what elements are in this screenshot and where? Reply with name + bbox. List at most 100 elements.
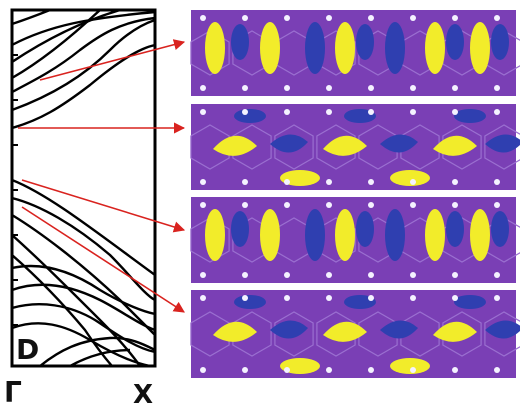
band-line [12, 43, 155, 130]
arrow-icon [39, 39, 186, 81]
orbital-slab [190, 290, 520, 378]
yellow-lobe [205, 209, 225, 261]
yellow-lobe [205, 22, 225, 74]
band-line [12, 10, 121, 63]
yellow-lobe [323, 321, 367, 342]
atom-icon [326, 15, 332, 21]
atom-icon [242, 367, 248, 373]
band-line [12, 16, 155, 94]
yellow-lobe [470, 209, 490, 261]
atom-icon [368, 15, 374, 21]
lattice-hexagon [190, 30, 230, 76]
yellow-lobe [425, 22, 445, 74]
atom-icon [368, 295, 374, 301]
yellow-lobe [213, 135, 257, 156]
band-line [12, 283, 155, 332]
atom-icon [368, 109, 374, 115]
blue-lobe [356, 211, 374, 247]
atom-icon [410, 15, 416, 21]
atom-icon [452, 272, 458, 278]
band-line [12, 264, 155, 316]
atom-icon [410, 295, 416, 301]
yellow-lobe [260, 22, 280, 74]
blue-lobe [380, 134, 418, 153]
yellow-lobe [433, 321, 477, 342]
blue-lobe [485, 134, 520, 153]
atom-icon [410, 367, 416, 373]
band-lines [12, 10, 155, 366]
yellow-lobe [425, 209, 445, 261]
atom-icon [242, 85, 248, 91]
atom-icon [284, 109, 290, 115]
atom-icon [200, 179, 206, 185]
blue-lobe [446, 24, 464, 60]
atom-icon [494, 367, 500, 373]
atom-icon [242, 179, 248, 185]
yellow-lobe [335, 22, 355, 74]
blue-lobe [270, 134, 308, 153]
atom-icon [452, 109, 458, 115]
blue-lobe [491, 211, 509, 247]
lattice-hexagon [316, 311, 356, 357]
atom-icon [494, 295, 500, 301]
band-line [12, 254, 113, 366]
blue-lobe [231, 24, 249, 60]
blue-lobe [356, 24, 374, 60]
atom-icon [452, 85, 458, 91]
orbital-panels [190, 10, 520, 378]
atom-icon [494, 15, 500, 21]
band-line [12, 303, 155, 354]
yellow-lobe [213, 321, 257, 342]
band-line [12, 178, 155, 276]
band-line [12, 10, 101, 80]
atom-icon [200, 272, 206, 278]
band-line [12, 10, 51, 26]
yellow-lobe [390, 358, 430, 374]
atom-icon [494, 272, 500, 278]
atom-icon [284, 202, 290, 208]
lattice-hexagon [190, 217, 230, 263]
lattice-hexagon [316, 124, 356, 170]
orbital-slab [190, 10, 520, 96]
atom-icon [368, 272, 374, 278]
band-line [39, 336, 155, 366]
blue-lobe [446, 211, 464, 247]
atom-icon [452, 15, 458, 21]
yellow-lobe [470, 22, 490, 74]
blue-lobe [231, 211, 249, 247]
lattice-hexagon [190, 124, 230, 170]
blue-lobe [234, 109, 266, 123]
atom-icon [410, 202, 416, 208]
panel-label: D [16, 333, 40, 366]
lattice-hexagon [484, 311, 520, 357]
atom-icon [452, 367, 458, 373]
atom-icon [326, 109, 332, 115]
atom-icon [242, 202, 248, 208]
atom-icon [200, 15, 206, 21]
blue-lobe [234, 295, 266, 309]
atom-icon [284, 85, 290, 91]
atom-icon [326, 202, 332, 208]
atom-icon [326, 367, 332, 373]
lattice-hexagon [484, 124, 520, 170]
blue-lobe [485, 320, 520, 339]
atom-icon [284, 179, 290, 185]
atom-icon [410, 85, 416, 91]
atom-icon [494, 179, 500, 185]
blue-lobe [454, 109, 486, 123]
arrow-icon [21, 206, 185, 313]
atom-icon [494, 109, 500, 115]
atom-icon [326, 295, 332, 301]
atom-icon [284, 272, 290, 278]
atom-icon [326, 272, 332, 278]
band-line [12, 18, 155, 112]
blue-lobe [491, 24, 509, 60]
atom-icon [200, 85, 206, 91]
yellow-lobe [260, 209, 280, 261]
x-axis-end-label: X [133, 380, 154, 410]
blue-lobe [454, 295, 486, 309]
arrows [18, 39, 186, 313]
lattice-hexagon [442, 311, 482, 357]
atom-icon [242, 109, 248, 115]
blue-lobe [305, 22, 325, 74]
